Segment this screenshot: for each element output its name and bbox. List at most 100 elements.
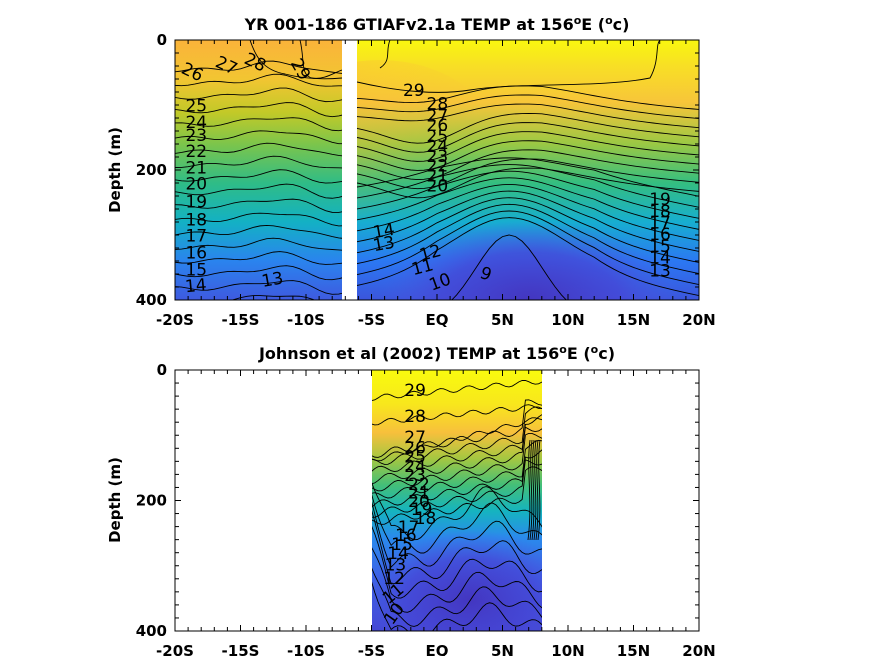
top-right-isotherm [357, 149, 699, 181]
top-contour-label: 17 [185, 227, 207, 247]
bottom-axes: -20S -15S -10S -5S EQ 5N 10N 15N 20N 0 200 400 [136, 361, 716, 656]
top-left-isotherm [175, 87, 342, 103]
top-x-tick-label: -5S [358, 311, 385, 329]
top-contour-label: 14 [372, 220, 397, 243]
bottom-isotherm [372, 525, 542, 599]
bottom-contours [372, 380, 542, 631]
bottom-contour-label: 29 [404, 381, 426, 401]
bottom-isotherm [531, 439, 535, 541]
bottom-isotherm [372, 494, 542, 554]
bottom-isotherm [372, 510, 542, 585]
data-gap [342, 40, 357, 300]
bottom-isotherm [372, 567, 542, 627]
bottom-y-tick-label: 400 [136, 622, 167, 640]
top-x-tick-label: -20S [156, 311, 194, 329]
bottom-contour-label: 16 [395, 526, 417, 546]
bottom-isotherm [372, 459, 542, 518]
top-contour-label: 20 [185, 175, 207, 195]
bottom-x-tick-label: 5N [491, 642, 514, 656]
bottom-isotherm [372, 406, 542, 465]
bottom-isotherm [529, 439, 533, 541]
top-contour-label: 19 [649, 190, 671, 210]
top-left-isotherm [175, 212, 342, 227]
bottom-contour-label: 17 [398, 518, 420, 538]
top-left-isotherm [175, 169, 342, 184]
bottom-isotherm [372, 414, 542, 473]
top-right-isotherm [357, 177, 699, 230]
bottom-contour-label: 13 [385, 555, 407, 575]
top-right-isotherm [357, 203, 699, 274]
top-contour-label: 17 [649, 214, 671, 234]
bottom-y-tick-label: 200 [136, 492, 167, 510]
bottom-x-tick-label: -20S [156, 642, 194, 656]
top-right-isotherm [357, 158, 699, 190]
bottom-isotherm [372, 547, 542, 613]
top-left-isotherm [175, 155, 342, 169]
bottom-contour-label: 12 [383, 569, 405, 589]
bottom-y-tick-label: 0 [157, 361, 167, 379]
top-contour-label: 29 [403, 81, 425, 101]
top-contour-label: 13 [372, 233, 397, 256]
top-left-isotherm [175, 73, 342, 87]
bottom-isotherm [372, 417, 542, 462]
top-left-isotherm [175, 237, 342, 251]
top-x-tick-label: 15N [617, 311, 650, 329]
top-right-isotherm [357, 122, 699, 153]
bottom-chart-title: Johnson et al (2002) TEMP at 156oE (oc) [258, 343, 615, 363]
bottom-x-tick-label: EQ [426, 642, 449, 656]
bottom-y-axis-label: Depth (m) [106, 457, 124, 543]
bottom-contour-label: 19 [411, 500, 433, 520]
top-contour-label: 26 [427, 116, 449, 136]
top-x-tick-label: 5N [491, 311, 514, 329]
bottom-contour-label: 21 [408, 484, 430, 504]
bottom-isotherm [372, 439, 542, 499]
top-contour-label: 18 [185, 210, 207, 230]
top-y-tick-label: 200 [136, 161, 167, 179]
bottom-isotherm [372, 581, 542, 631]
top-contour-label: 18 [649, 202, 671, 222]
top-left-isotherm [249, 40, 342, 80]
top-x-tick-label: 10N [551, 311, 584, 329]
top-left-contours [175, 40, 342, 300]
top-right-isotherm [357, 170, 699, 219]
top-contour-label: 16 [649, 225, 671, 245]
top-contour-label: 23 [185, 126, 207, 146]
bottom-isotherm [372, 399, 542, 458]
top-x-tick-label: 20N [682, 311, 715, 329]
top-left-isotherm [175, 142, 342, 157]
bottom-contour-label: 27 [404, 428, 426, 448]
top-x-tick-label: -15S [222, 311, 260, 329]
top-right-isotherm [379, 40, 391, 69]
bottom-x-tick-label: -15S [222, 642, 260, 656]
bottom-contour-label: 26 [404, 439, 426, 459]
bottom-isotherm [372, 426, 542, 485]
bottom-contour-label: 23 [404, 466, 426, 486]
top-right-isotherm [357, 197, 699, 263]
top-right-isotherm [357, 183, 699, 241]
bottom-contour-label: 15 [391, 535, 413, 555]
top-contour-label: 15 [649, 237, 671, 257]
top-contour-label: 24 [185, 113, 207, 133]
top-contour-label: 24 [427, 137, 449, 157]
top-contour-label: 15 [185, 260, 207, 280]
top-contour-label: 22 [185, 142, 207, 162]
top-right-isotherm [451, 234, 567, 300]
top-y-tick-label: 400 [136, 291, 167, 309]
bottom-isotherm [372, 501, 542, 568]
top-x-tick-label: EQ [426, 311, 449, 329]
bottom-isotherm [372, 482, 542, 541]
top-left-isotherm [175, 265, 342, 281]
top-contour-label: 25 [185, 97, 207, 117]
top-y-axis-label: Depth (m) [106, 127, 124, 213]
bottom-contour-label: 14 [387, 544, 409, 564]
top-left-isotherm [175, 130, 342, 145]
bottom-x-tick-label: 15N [617, 642, 650, 656]
bottom-contour-label: 22 [408, 475, 430, 495]
top-left-isotherm [175, 198, 342, 213]
top-contour-label: 13 [260, 268, 285, 291]
top-contour-label: 28 [427, 95, 449, 115]
top-contour-label: 19 [185, 193, 207, 213]
top-contour-label: 16 [185, 243, 207, 263]
